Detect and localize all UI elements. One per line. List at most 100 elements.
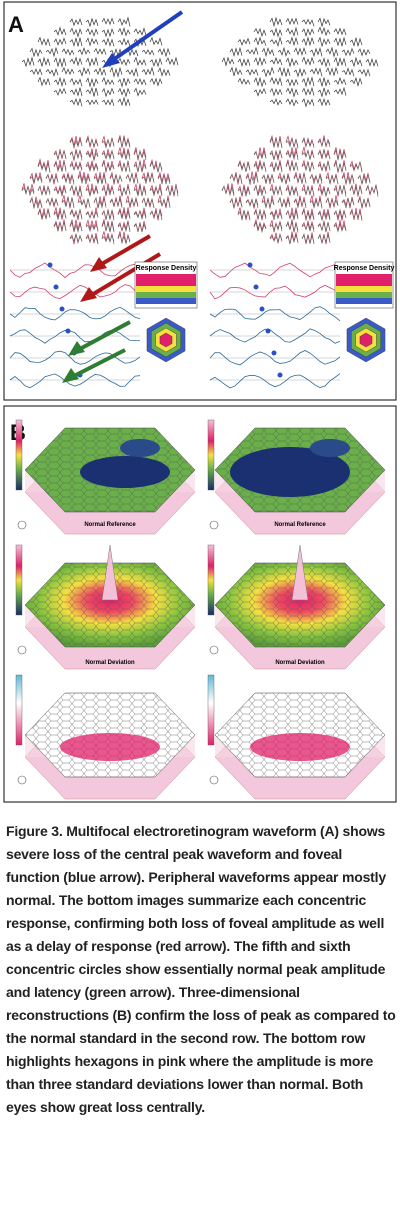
waveform: [85, 219, 99, 232]
waveform: [133, 220, 147, 233]
waveform: [333, 149, 347, 161]
marker: [65, 328, 71, 334]
waveform: [133, 87, 147, 97]
waveform: [285, 160, 299, 171]
waveform: [309, 195, 323, 209]
waveform: [209, 284, 341, 300]
waveform: [317, 17, 331, 27]
waveform: [317, 57, 331, 68]
waveform: [117, 57, 131, 67]
waveform: [301, 136, 315, 148]
waveform: [333, 86, 347, 96]
waveform: [53, 87, 67, 96]
waveform: [9, 329, 141, 344]
waveform: [333, 147, 347, 160]
waveform: [209, 373, 341, 389]
waveform: [37, 161, 51, 173]
marker: [259, 306, 265, 312]
waveform: [109, 197, 123, 208]
waveform: [253, 147, 267, 160]
waveform: [245, 171, 259, 185]
waveform: [333, 27, 347, 36]
waveform: [269, 208, 283, 220]
colorbar: [15, 674, 23, 746]
table-title: Response Density: [136, 265, 197, 272]
waveform: [301, 232, 315, 245]
waveform: [21, 56, 35, 68]
waveform: [109, 174, 123, 185]
waveform: [53, 149, 67, 160]
waveform: [53, 150, 67, 160]
waveform: [293, 67, 307, 78]
waveform: [77, 198, 91, 208]
waveform: [61, 48, 75, 56]
waveform: [317, 209, 331, 220]
waveform: [117, 207, 131, 219]
surface-title: Normal Reference: [274, 522, 326, 528]
waveform: [85, 162, 99, 173]
surface-blob: [250, 733, 350, 761]
waveform: [109, 195, 123, 207]
waveform: [277, 196, 291, 208]
waveform: [277, 174, 291, 185]
waveform: [69, 136, 83, 147]
waveform: [261, 198, 275, 209]
waveform: [261, 195, 275, 209]
waveform: [69, 218, 83, 232]
waveform: [317, 97, 331, 107]
waveform: [117, 16, 131, 27]
waveform: [69, 208, 83, 219]
waveform: [301, 98, 315, 108]
waveform: [301, 161, 315, 172]
waveform: [149, 186, 163, 197]
waveform: [253, 87, 267, 97]
waveform: [317, 77, 331, 87]
waveform: [341, 47, 355, 57]
waveform: [237, 186, 251, 197]
waveform: [285, 150, 299, 161]
waveform: [341, 174, 355, 185]
waveform: [357, 174, 371, 185]
waveform: [229, 46, 243, 58]
surface-blob: [60, 733, 160, 761]
waveform: [117, 77, 131, 88]
waveform: [157, 67, 171, 77]
orientation-icon: [209, 645, 219, 655]
waveform: [101, 150, 115, 161]
waveform: [301, 209, 315, 221]
waveform: [85, 17, 99, 28]
waveform: [85, 86, 99, 97]
waveform: [309, 67, 323, 77]
waveform: [309, 47, 323, 57]
waveform: [117, 209, 131, 220]
waveform: [209, 306, 341, 322]
waveform: [85, 150, 99, 162]
waveform: [293, 173, 307, 184]
waveform: [85, 37, 99, 47]
waveform: [253, 149, 267, 160]
waveform: [37, 56, 51, 67]
waveform: [85, 223, 99, 233]
waveform: [125, 173, 139, 183]
waveform: [269, 185, 283, 197]
waveform: [149, 57, 163, 68]
waveform: [101, 183, 115, 197]
marker: [53, 284, 59, 290]
waveform: [133, 185, 147, 197]
waveform: [101, 27, 115, 38]
waveform: [53, 76, 67, 88]
waveform: [141, 173, 155, 184]
waveform: [285, 26, 299, 37]
waveform: [285, 87, 299, 98]
waveform: [317, 182, 331, 197]
waveform: [69, 184, 83, 197]
waveform: [45, 196, 59, 207]
waveform: [101, 17, 115, 26]
waveform: [221, 185, 235, 197]
waveform: [277, 66, 291, 77]
waveform: [269, 98, 283, 106]
waveform: [133, 56, 147, 67]
waveform: [69, 148, 83, 161]
table-title: Response Density: [334, 265, 395, 272]
surface-grid: [215, 563, 385, 647]
